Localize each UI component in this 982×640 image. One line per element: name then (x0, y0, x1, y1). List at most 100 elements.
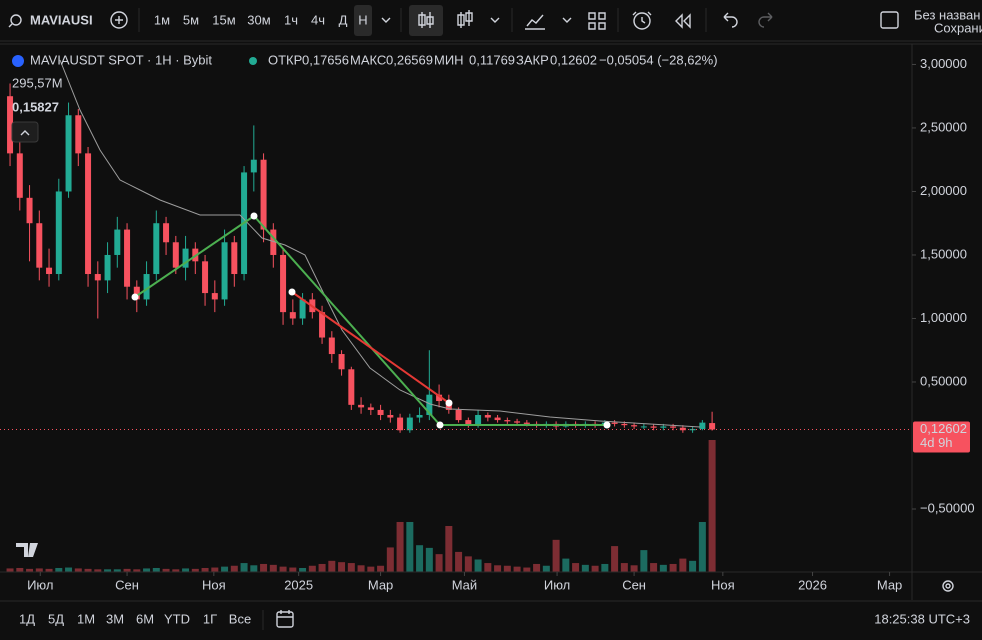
volume-bar (299, 567, 307, 572)
bars-icon[interactable] (457, 10, 473, 28)
interval[interactable]: 4ч (311, 12, 325, 27)
interval[interactable]: Н (358, 12, 367, 27)
volume-bar (133, 569, 141, 572)
candle-body (270, 229, 277, 255)
market-status (249, 57, 257, 65)
chevron-up (20, 130, 30, 136)
settings-icon[interactable] (942, 580, 954, 592)
range-group: 1Д 5Д 1М 3М 6М YTD 1Г Все (19, 611, 251, 626)
volume-bar (542, 565, 550, 572)
x-tick-label: Мар (877, 577, 902, 592)
trend-line[interactable] (291, 291, 450, 404)
volume-bar (289, 567, 297, 572)
clock[interactable]: 18:25:38 UTC+3 (874, 611, 970, 626)
range-button[interactable]: 1Д (19, 611, 35, 626)
templates-icon[interactable] (588, 12, 606, 30)
legend-key: МИН (434, 52, 464, 67)
candle-body (153, 223, 160, 275)
range-button[interactable]: 6М (136, 611, 154, 626)
range-button[interactable]: 5Д (48, 611, 64, 626)
legend-value: 0,12602 (550, 52, 597, 67)
candle-body (621, 423, 628, 426)
anchor-point[interactable] (603, 421, 611, 429)
add-symbol[interactable] (110, 11, 128, 29)
candle-body (650, 426, 657, 428)
chart-type-button[interactable] (409, 5, 443, 36)
candle-body (377, 409, 384, 416)
interval[interactable]: 1ч (284, 12, 298, 27)
candle-body (250, 159, 257, 173)
layout-icon[interactable] (880, 11, 899, 29)
interval-group: 1м 5м 15м 30м 1ч 4ч Д Н (154, 5, 372, 36)
legend-key: ОТКР (268, 52, 302, 67)
anchor-point[interactable] (436, 421, 444, 429)
volume-bar (484, 563, 492, 572)
volume-bar (191, 568, 199, 572)
interval[interactable]: 5м (183, 12, 199, 27)
undo-icon[interactable] (723, 12, 738, 28)
volume-bar (396, 521, 404, 572)
range-button[interactable]: 1М (77, 611, 95, 626)
interval[interactable]: 1м (154, 12, 170, 27)
volume-bar (503, 565, 511, 572)
candle-body (465, 420, 472, 426)
volume-bar (45, 568, 53, 572)
search-icon (8, 23, 13, 28)
anchor-point[interactable] (131, 293, 139, 301)
dropdown-chevron[interactable] (490, 17, 500, 23)
interval[interactable]: 30м (247, 12, 270, 27)
candle-body (504, 420, 511, 422)
search-icon (10, 14, 22, 26)
replay-icon[interactable] (675, 13, 691, 29)
trend-line[interactable] (134, 214, 607, 426)
range-button[interactable]: 3М (106, 611, 124, 626)
candle-body (387, 415, 394, 418)
alert-icon (632, 11, 652, 24)
settings-icon (945, 583, 951, 589)
volume-bar (74, 568, 82, 572)
collapse-button[interactable] (11, 121, 39, 143)
redo-icon[interactable] (758, 12, 773, 28)
alert-icon[interactable] (633, 12, 651, 30)
candle-body (406, 417, 413, 431)
volume-bar (669, 563, 677, 572)
calendar-icon (277, 610, 293, 618)
volume-bar (601, 563, 609, 572)
volume-value: 295,57M (12, 75, 63, 90)
dropdown-chevron[interactable] (381, 17, 391, 23)
range-button[interactable]: YTD (164, 611, 190, 626)
anchor-point[interactable] (445, 399, 453, 407)
layout-name[interactable]: Без назван (914, 7, 980, 22)
volume-bar (494, 565, 502, 572)
anchor-point[interactable] (288, 288, 296, 296)
candle-icon (418, 12, 434, 28)
symbol-search[interactable]: MAVIAUSI (8, 12, 93, 28)
indicator-value: 0,15827 (12, 99, 59, 114)
range-button[interactable]: Все (229, 611, 251, 626)
candle-body (221, 242, 228, 300)
calendar-icon[interactable] (276, 611, 294, 628)
candle-body (211, 293, 218, 300)
tv-logo[interactable] (16, 543, 38, 557)
candle-body (104, 254, 111, 281)
range-button[interactable]: 1Г (203, 611, 217, 626)
candle-body (631, 425, 638, 427)
candle-body (436, 394, 443, 402)
volume-bar (104, 569, 112, 572)
legend-key: МАКС (350, 52, 386, 67)
dropdown-chevron[interactable] (562, 17, 572, 23)
volume-bar (679, 558, 687, 572)
y-tick-label: 1,50000 (920, 246, 967, 261)
indicators-icon[interactable] (525, 14, 545, 30)
interval[interactable]: Д (339, 12, 348, 27)
volume-bar (318, 563, 326, 572)
interval[interactable]: 15м (212, 12, 235, 27)
x-tick-label: Май (452, 577, 477, 592)
symbol-logo (12, 55, 24, 67)
drawings[interactable] (131, 212, 611, 429)
anchor-point[interactable] (250, 212, 258, 220)
volume-bar (65, 567, 73, 572)
save-status[interactable]: Сохранит (934, 20, 982, 35)
volume-bar (123, 568, 131, 572)
